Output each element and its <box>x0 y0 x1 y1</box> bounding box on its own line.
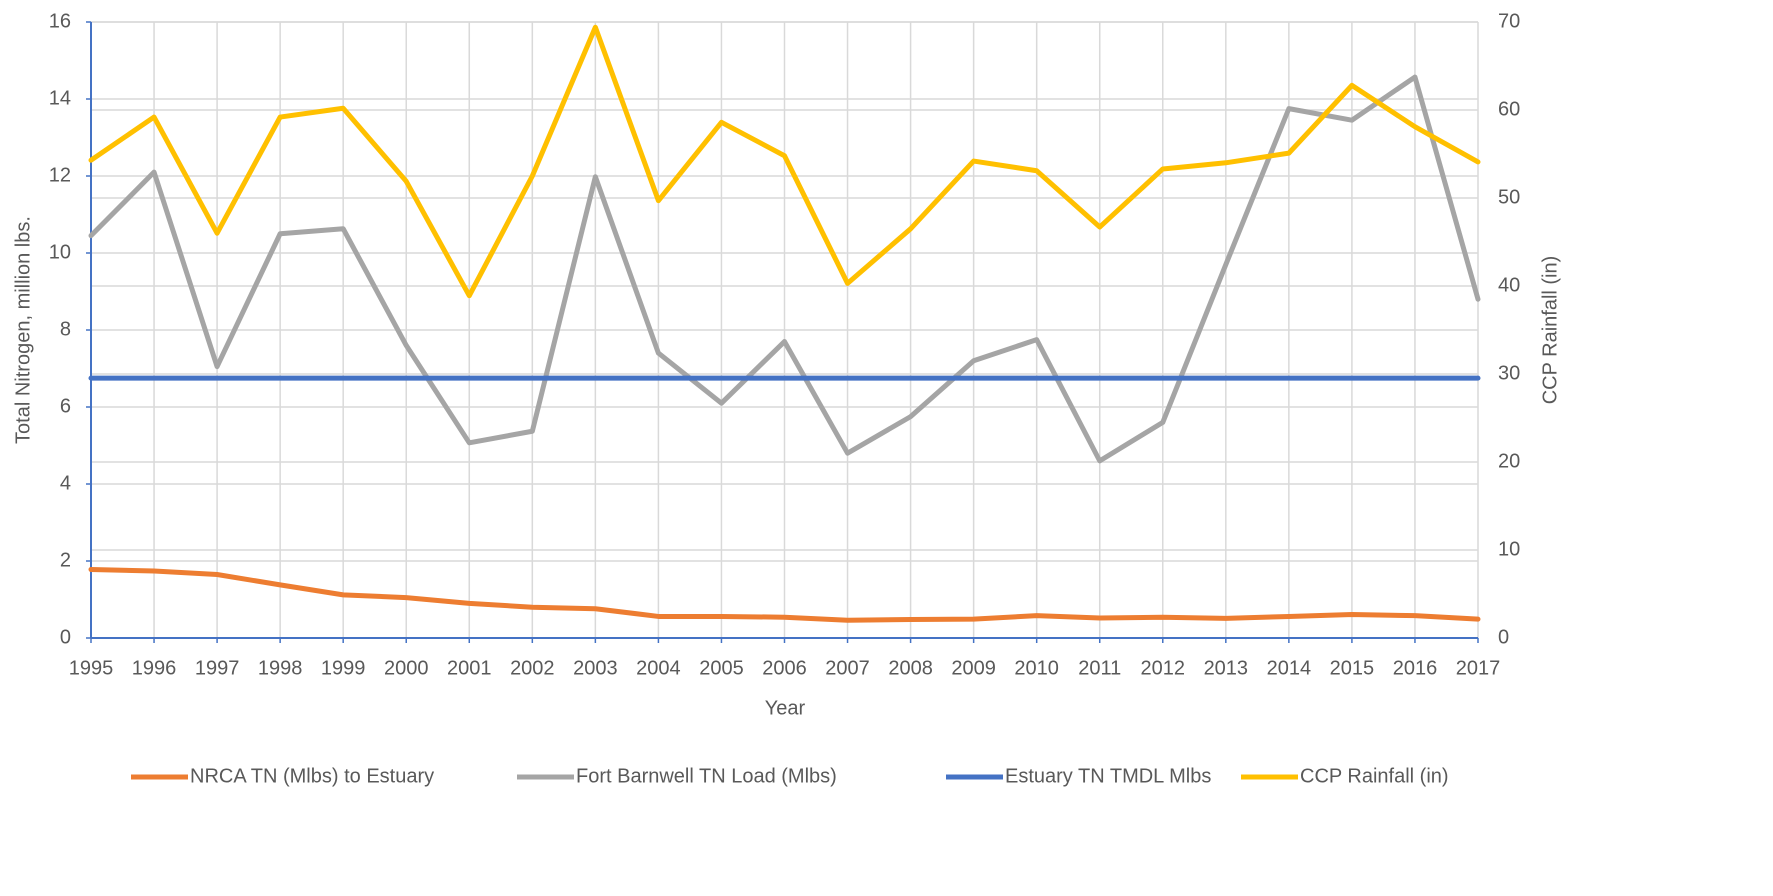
y2-tick-label: 60 <box>1498 98 1520 120</box>
x-tick-label: 1999 <box>321 657 366 679</box>
x-tick-label: 1995 <box>69 657 114 679</box>
x-tick-label: 2013 <box>1204 657 1249 679</box>
legend-label: Estuary TN TMDL Mlbs <box>1005 765 1211 787</box>
x-tick-label: 2004 <box>636 657 681 679</box>
legend-label: NRCA TN (Mlbs) to Estuary <box>190 765 434 787</box>
y2-tick-label: 20 <box>1498 450 1520 472</box>
x-tick-label: 2016 <box>1393 657 1438 679</box>
y2-tick-label: 10 <box>1498 538 1520 560</box>
y-tick-label: 2 <box>60 549 71 571</box>
y-tick-label: 12 <box>49 164 71 186</box>
x-tick-label: 2009 <box>951 657 996 679</box>
x-tick-label: 1997 <box>195 657 240 679</box>
x-tick-label: 2005 <box>699 657 744 679</box>
y2-tick-label: 0 <box>1498 626 1509 648</box>
x-tick-label: 2001 <box>447 657 492 679</box>
x-tick-label: 2007 <box>825 657 870 679</box>
legend-label: Fort Barnwell TN Load (Mlbs) <box>576 765 837 787</box>
x-tick-label: 2015 <box>1330 657 1375 679</box>
y-tick-label: 8 <box>60 318 71 340</box>
y2-axis-title: CCP Rainfall (in) <box>1539 256 1561 405</box>
x-tick-label: 1996 <box>132 657 177 679</box>
y-axis-title: Total Nitrogen, million lbs. <box>12 216 34 444</box>
x-tick-label: 2003 <box>573 657 618 679</box>
y2-tick-label: 30 <box>1498 362 1520 384</box>
y2-tick-label: 40 <box>1498 274 1520 296</box>
series-line <box>88 566 1481 623</box>
x-tick-label: 2017 <box>1456 657 1501 679</box>
x-tick-label: 2012 <box>1141 657 1186 679</box>
y-tick-label: 6 <box>60 395 71 417</box>
series-line <box>88 74 1481 464</box>
y2-tick-label: 70 <box>1498 10 1520 32</box>
y-tick-label: 14 <box>49 87 71 109</box>
legend-label: CCP Rainfall (in) <box>1300 765 1449 787</box>
x-tick-label: 1998 <box>258 657 303 679</box>
x-axis-title: Year <box>765 697 806 719</box>
y-tick-label: 16 <box>49 10 71 32</box>
y-tick-label: 10 <box>49 241 71 263</box>
y-tick-label: 0 <box>60 626 71 648</box>
x-tick-label: 2010 <box>1014 657 1059 679</box>
x-tick-label: 2002 <box>510 657 555 679</box>
y-tick-label: 4 <box>60 472 71 494</box>
series-line <box>88 24 1481 299</box>
y2-tick-label: 50 <box>1498 186 1520 208</box>
x-tick-label: 2014 <box>1267 657 1312 679</box>
x-tick-label: 2011 <box>1078 657 1121 679</box>
x-tick-label: 2000 <box>384 657 429 679</box>
x-tick-label: 2008 <box>888 657 933 679</box>
x-tick-label: 2006 <box>762 657 807 679</box>
